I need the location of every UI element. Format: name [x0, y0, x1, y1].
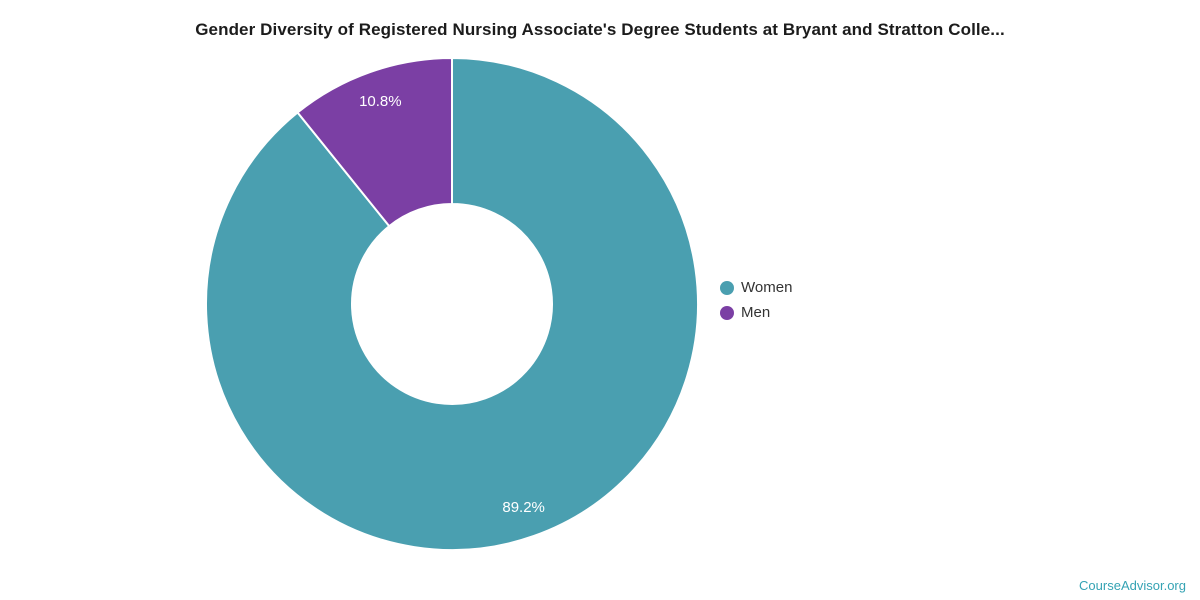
pie-slice-women[interactable]	[205, 57, 699, 551]
chart-title: Gender Diversity of Registered Nursing A…	[195, 20, 1005, 39]
donut-chart: 89.2% 10.8%	[202, 54, 702, 554]
legend-item-women[interactable]: Women	[720, 279, 792, 297]
source-attribution-link[interactable]: CourseAdvisor.org	[1079, 578, 1186, 593]
legend-label-men: Men	[741, 304, 771, 321]
slice-value-label-men: 10.8%	[359, 93, 402, 110]
chart-legend: Women Men	[720, 279, 792, 322]
legend-label-women: Women	[741, 279, 793, 296]
legend-swatch-women-icon	[720, 281, 734, 295]
slice-value-label-women: 89.2%	[502, 499, 545, 516]
donut-svg: 89.2% 10.8%	[205, 57, 699, 551]
pie-slice-men[interactable]	[296, 57, 453, 228]
legend-swatch-men-icon	[720, 306, 734, 320]
legend-item-men[interactable]: Men	[720, 304, 792, 322]
